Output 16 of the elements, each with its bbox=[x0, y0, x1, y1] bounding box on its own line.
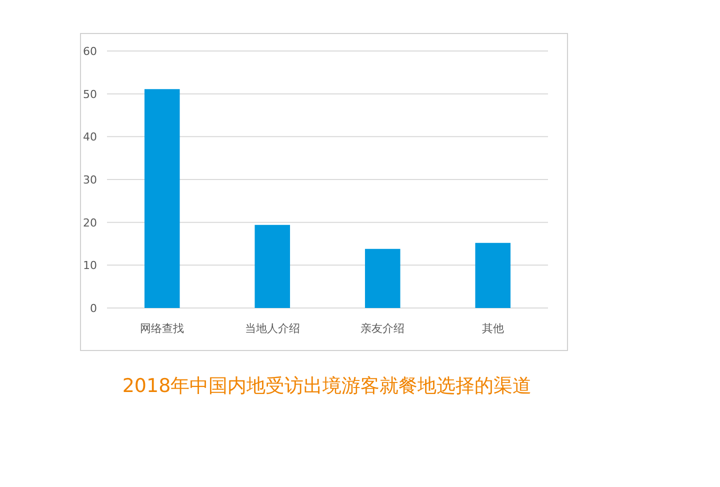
x-tick-label: 当地人介绍 bbox=[244, 322, 300, 335]
y-tick-label: 40 bbox=[83, 130, 97, 144]
x-tick-label: 网络查找 bbox=[140, 322, 184, 335]
x-tick-label: 其他 bbox=[482, 322, 504, 335]
y-tick-label: 0 bbox=[90, 302, 97, 315]
y-tick-label: 50 bbox=[83, 88, 97, 101]
y-tick-label: 20 bbox=[83, 216, 97, 230]
bar bbox=[364, 248, 400, 308]
bar bbox=[254, 224, 290, 308]
y-tick-label: 30 bbox=[83, 174, 97, 186]
text: 2018年中国内地受访出境游客就餐地选择的渠道 bbox=[122, 375, 532, 397]
y-tick-label: 60 bbox=[83, 45, 97, 58]
x-tick-label: 亲友介绍 bbox=[360, 322, 405, 335]
bar bbox=[144, 89, 180, 308]
y-tick-label: 10 bbox=[83, 259, 97, 272]
bar bbox=[475, 242, 511, 308]
